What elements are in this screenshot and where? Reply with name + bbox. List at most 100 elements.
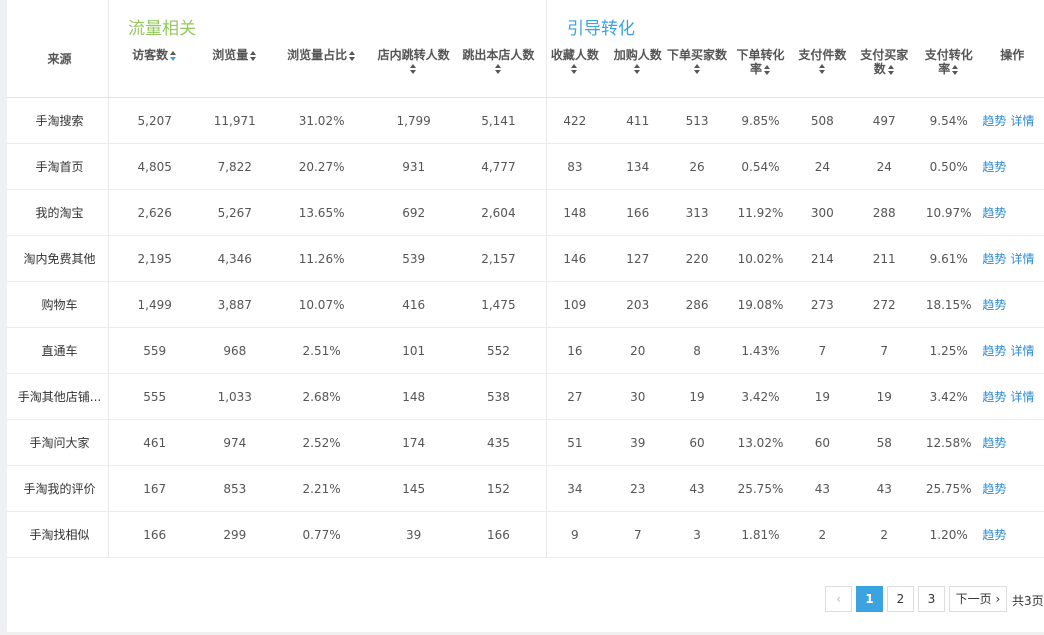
table-row: 手淘找相似 166 299 0.77% 39 166 9 7 3 1.81% 2 2 1.20% 趋势 xyxy=(7,511,1044,558)
trend-link[interactable]: 趋势 xyxy=(982,114,1007,128)
column-header-visitors[interactable]: 访客数 xyxy=(112,0,198,98)
sort-icon[interactable] xyxy=(494,64,502,74)
sort-icon[interactable] xyxy=(571,64,578,74)
cell-actions: 趋势 详情 xyxy=(980,235,1044,282)
page-2-button[interactable]: 2 xyxy=(887,586,914,612)
cell-jump_out: 1,475 xyxy=(456,281,541,328)
cell-add_cart: 39 xyxy=(609,419,667,466)
sort-icon[interactable] xyxy=(763,64,771,75)
cell-pay_rate: 9.61% xyxy=(916,235,981,282)
detail-link[interactable]: 详情 xyxy=(1010,252,1035,266)
cell-add_cart: 30 xyxy=(609,373,667,420)
column-header-order_buyers[interactable]: 下单买家数 xyxy=(666,0,728,98)
cell-pay_buyers: 24 xyxy=(851,143,917,190)
trend-link[interactable]: 趋势 xyxy=(982,390,1007,404)
table-row: 手淘首页 4,805 7,822 20.27% 931 4,777 83 134 26 0.54%… xyxy=(7,143,1044,190)
trend-link[interactable]: 趋势 xyxy=(982,160,1007,174)
source-name: 我的淘宝 xyxy=(35,206,84,220)
detail-link[interactable]: 详情 xyxy=(1010,114,1035,128)
sort-icon[interactable] xyxy=(634,64,641,74)
cell-order_rate: 11.92% xyxy=(727,189,794,236)
cell-jump_out: 4,777 xyxy=(456,143,541,190)
cell-pageviews: 853 xyxy=(197,465,273,512)
column-header-favorites[interactable]: 收藏人数 xyxy=(540,0,610,98)
trend-link[interactable]: 趋势 xyxy=(982,528,1007,542)
cell-pay_rate: 3.42% xyxy=(916,373,981,420)
cell-pay_rate: 18.15% xyxy=(916,281,981,328)
cell-actions: 趋势 xyxy=(980,465,1044,512)
column-header-pv_share[interactable]: 浏览量占比 xyxy=(272,0,371,98)
column-header-jump_in[interactable]: 店内跳转人数 xyxy=(371,0,457,98)
cell-add_cart: 203 xyxy=(609,281,667,328)
column-header-pay_items[interactable]: 支付件数 xyxy=(793,0,852,98)
cell-order_buyers: 43 xyxy=(666,465,728,512)
column-label-line: 率 xyxy=(938,62,951,76)
column-header-jump_out[interactable]: 跳出本店人数 xyxy=(456,0,541,98)
cell-pay_buyers: 2 xyxy=(851,511,917,558)
page-1-button[interactable]: 1 xyxy=(856,586,883,612)
cell-pv_share: 2.52% xyxy=(272,419,371,466)
column-label: 加购人数 xyxy=(613,48,662,62)
cell-actions: 趋势 详情 xyxy=(980,97,1044,144)
column-header-order_rate[interactable]: 下单转化率 xyxy=(727,0,794,98)
column-header-add_cart[interactable]: 加购人数 xyxy=(609,0,667,98)
prev-page-button[interactable]: ‹ xyxy=(825,586,852,612)
cell-source: 手淘我的评价 xyxy=(7,465,113,512)
trend-link[interactable]: 趋势 xyxy=(982,482,1007,496)
sort-icon[interactable] xyxy=(693,64,701,74)
sort-icon[interactable] xyxy=(170,50,177,61)
trend-link[interactable]: 趋势 xyxy=(982,436,1007,450)
trend-link[interactable]: 趋势 xyxy=(982,206,1007,220)
cell-source: 手淘问大家 xyxy=(7,419,113,466)
cell-pv_share: 2.51% xyxy=(272,327,371,374)
column-header-pay_buyers[interactable]: 支付买家数 xyxy=(851,0,917,98)
detail-link[interactable]: 详情 xyxy=(1010,344,1035,358)
cell-jump_in: 692 xyxy=(371,189,457,236)
column-label-line: 支付买家 xyxy=(860,48,909,62)
sort-icon[interactable] xyxy=(887,64,895,75)
cell-order_buyers: 8 xyxy=(666,327,728,374)
cell-visitors: 555 xyxy=(112,373,198,420)
cell-jump_out: 2,157 xyxy=(456,235,541,282)
next-page-button[interactable]: 下一页 › xyxy=(949,586,1007,612)
sort-icon[interactable] xyxy=(349,50,356,61)
cell-add_cart: 7 xyxy=(609,511,667,558)
trend-link[interactable]: 趋势 xyxy=(982,344,1007,358)
table-row: 手淘我的评价 167 853 2.21% 145 152 34 23 43 25.75% 43 43 2… xyxy=(7,465,1044,512)
cell-pageviews: 3,887 xyxy=(197,281,273,328)
table-row: 手淘搜索 5,207 11,971 31.02% 1,799 5,141 422 411 513… xyxy=(7,97,1044,144)
cell-pay_rate: 12.58% xyxy=(916,419,981,466)
cell-pay_items: 508 xyxy=(793,97,852,144)
sort-icon[interactable] xyxy=(818,64,826,74)
source-name: 购物车 xyxy=(41,298,78,312)
cell-pay_buyers: 7 xyxy=(851,327,917,374)
trend-link[interactable]: 趋势 xyxy=(982,298,1007,312)
trend-link[interactable]: 趋势 xyxy=(982,252,1007,266)
cell-source: 手淘首页 xyxy=(7,143,113,190)
cell-jump_out: 2,604 xyxy=(456,189,541,236)
cell-actions: 趋势 详情 xyxy=(980,327,1044,374)
total-pages: 共3页 xyxy=(1012,594,1044,608)
cell-pv_share: 11.26% xyxy=(272,235,371,282)
cell-order_rate: 0.54% xyxy=(727,143,794,190)
cell-pay_buyers: 19 xyxy=(851,373,917,420)
cell-pv_share: 31.02% xyxy=(272,97,371,144)
column-label-line: 数 xyxy=(873,62,886,76)
column-header-pay_rate[interactable]: 支付转化率 xyxy=(916,0,981,98)
cell-actions: 趋势 xyxy=(980,143,1044,190)
source-name: 手淘问大家 xyxy=(29,436,90,450)
cell-favorites: 9 xyxy=(540,511,610,558)
traffic-source-table: 来源 访客数 浏览量 浏览量占比 店内跳转人数 跳出本店人数 收藏人数 加购人数 下单买家数 下单… xyxy=(7,0,1044,558)
column-header-pageviews[interactable]: 浏览量 xyxy=(197,0,273,98)
sort-icon[interactable] xyxy=(410,64,417,74)
sort-icon[interactable] xyxy=(250,50,257,61)
cell-order_rate: 13.02% xyxy=(727,419,794,466)
page-3-button[interactable]: 3 xyxy=(918,586,945,612)
cell-pv_share: 2.21% xyxy=(272,465,371,512)
cell-pageviews: 968 xyxy=(197,327,273,374)
sort-icon[interactable] xyxy=(952,64,959,75)
column-label: 来源 xyxy=(47,52,72,66)
detail-link[interactable]: 详情 xyxy=(1010,390,1035,404)
column-label: 收藏人数 xyxy=(550,48,599,62)
next-page-label: 下一页 xyxy=(955,592,992,606)
